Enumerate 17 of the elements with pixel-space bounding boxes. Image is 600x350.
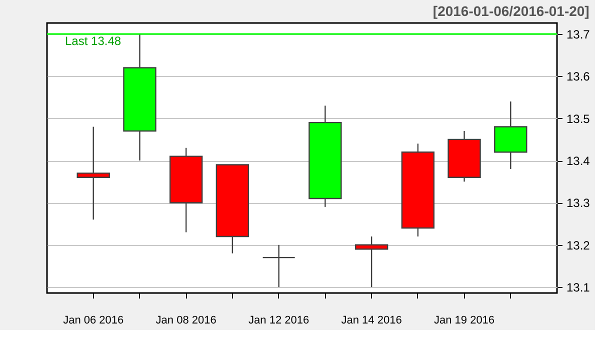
y-tick-label: 13.3: [566, 196, 590, 210]
y-tick-label: 13.7: [566, 27, 590, 42]
x-tick-label: Jan 19 2016: [434, 314, 495, 326]
ref-line-label: Last 13.48: [65, 34, 122, 48]
y-tick-label: 13.4: [566, 154, 590, 168]
candlestick: [76, 126, 110, 220]
x-tick-label: Jan 14 2016: [341, 314, 402, 326]
candlestick: [354, 236, 388, 288]
y-tick-label: 13.2: [566, 238, 590, 252]
candlestick: [262, 244, 296, 288]
chart-title: [2016-01-06/2016-01-20]: [432, 3, 590, 19]
y-tick-label: 13.6: [566, 70, 590, 84]
x-tick-label: Jan 06 2016: [63, 314, 124, 326]
x-tick-label: Jan 08 2016: [156, 314, 216, 326]
y-tick-label: 13.5: [566, 112, 590, 126]
y-tick-label: 13.1: [566, 280, 590, 295]
x-tick-label: Jan 12 2016: [248, 314, 310, 326]
